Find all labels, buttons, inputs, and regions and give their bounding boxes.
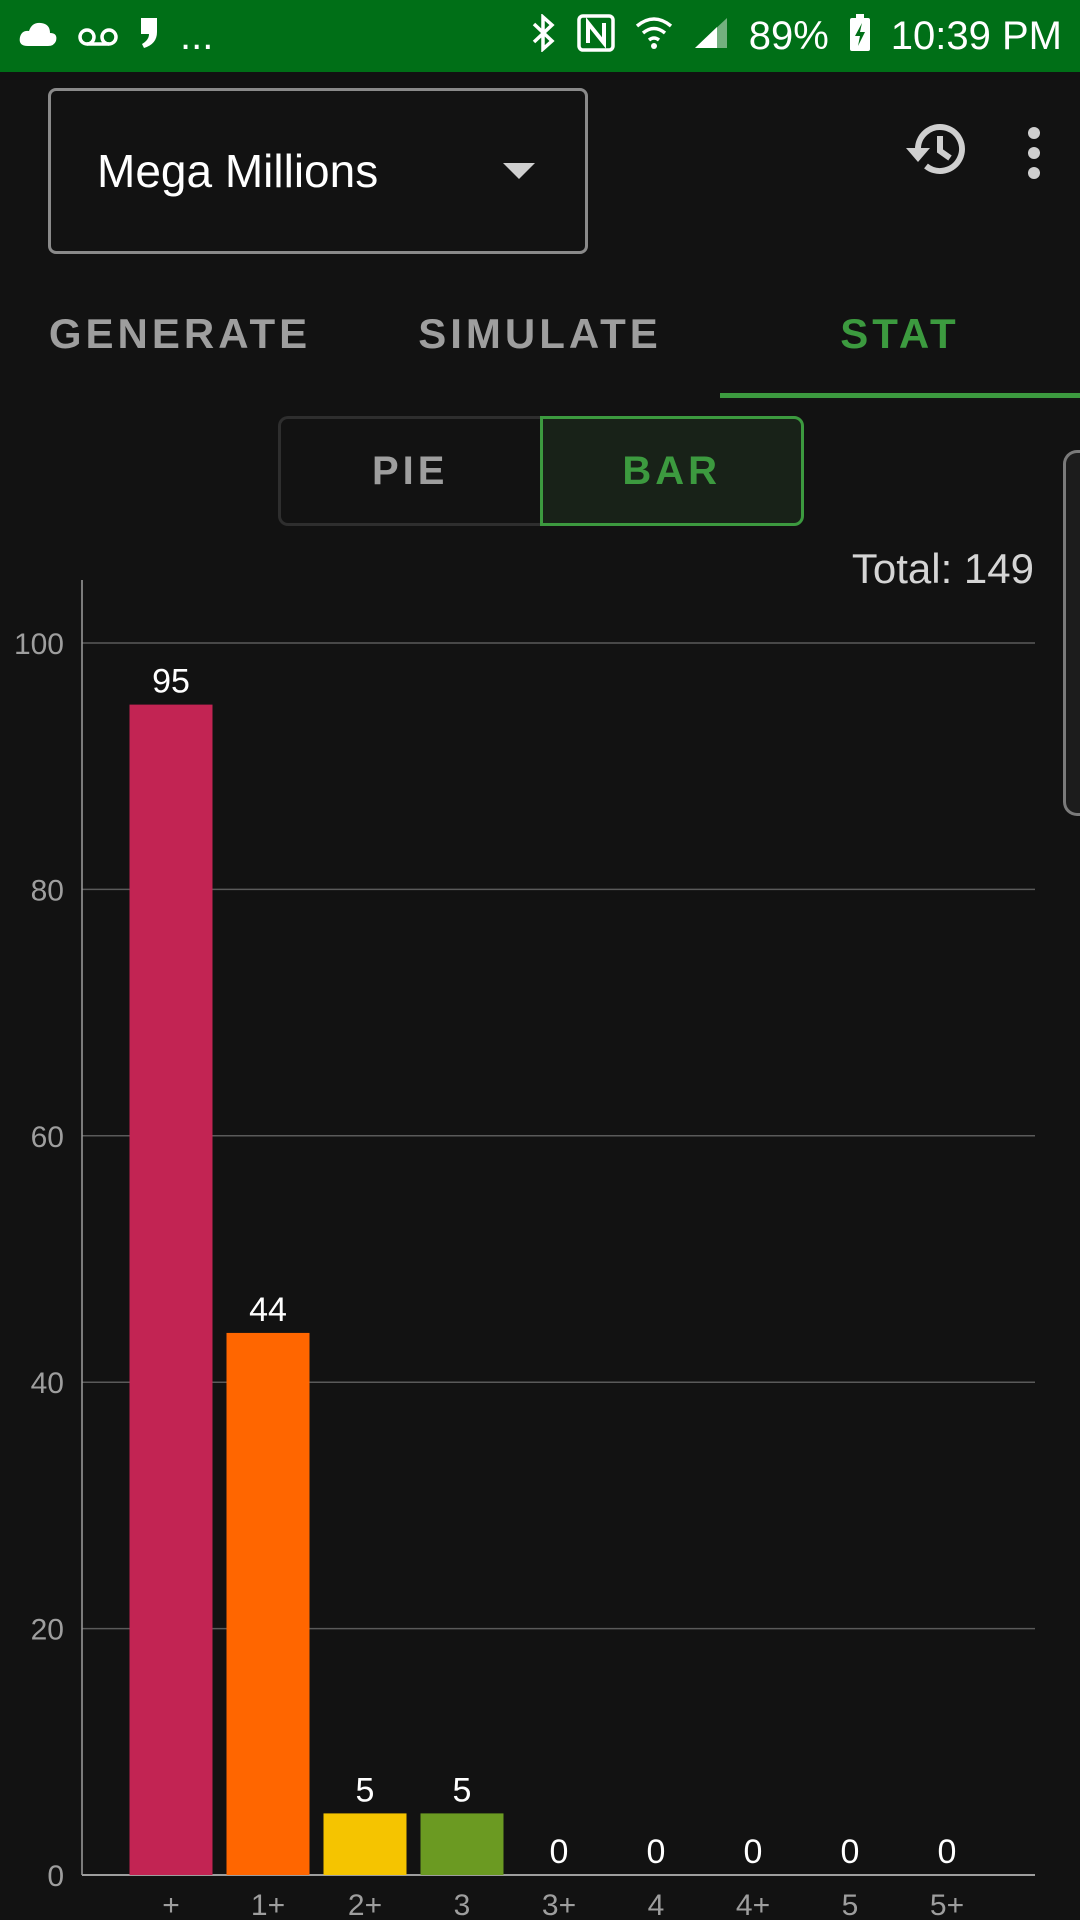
x-tick-label: 5	[842, 1889, 859, 1920]
x-tick-label: 1+	[251, 1889, 285, 1920]
y-tick-label: 40	[31, 1367, 64, 1400]
scroll-handle[interactable]	[1063, 450, 1080, 816]
x-tick-label: +	[162, 1889, 180, 1920]
toolbar-actions	[902, 120, 1040, 185]
y-tick-label: 60	[31, 1121, 64, 1154]
more-options-icon[interactable]	[1028, 126, 1040, 179]
history-icon[interactable]	[902, 120, 968, 185]
bar	[226, 1332, 310, 1875]
bar	[420, 1813, 504, 1875]
game-selector-dropdown[interactable]: Mega Millions	[48, 88, 588, 254]
tab-stat[interactable]: STAT	[720, 270, 1080, 398]
data-label: 5	[356, 1771, 375, 1809]
nfc-icon	[576, 14, 615, 58]
quote-icon	[138, 16, 160, 56]
clock: 10:39 PM	[890, 13, 1062, 58]
status-bar: ... 89% 10:39 PM	[0, 0, 1080, 72]
cloud-icon	[18, 18, 58, 54]
y-tick-label: 20	[31, 1614, 64, 1647]
bar	[129, 704, 213, 1875]
data-label: 5	[453, 1771, 472, 1809]
chart-type-toggle: PIE BAR	[278, 416, 804, 526]
data-label: 0	[841, 1833, 860, 1871]
data-label: 0	[550, 1833, 569, 1871]
main-tabs: GENERATE SIMULATE STAT	[0, 270, 1080, 398]
x-tick-label: 5+	[930, 1889, 964, 1920]
data-label: 0	[744, 1833, 763, 1871]
y-tick-label: 0	[47, 1860, 64, 1893]
total-label: Total: 149	[851, 545, 1034, 592]
x-tick-label: 3	[454, 1889, 471, 1920]
battery-charging-icon	[849, 14, 871, 58]
y-tick-label: 80	[31, 874, 64, 907]
x-tick-label: 4	[648, 1889, 665, 1920]
signal-icon	[693, 16, 729, 56]
more-notifications-icon: ...	[180, 13, 214, 58]
pie-toggle-button[interactable]: PIE	[278, 416, 540, 526]
x-tick-label: 3+	[542, 1889, 576, 1920]
data-label: 95	[152, 663, 190, 701]
data-label: 0	[647, 1833, 666, 1871]
voicemail-icon	[78, 18, 118, 54]
x-tick-label: 4+	[736, 1889, 770, 1920]
data-label: 44	[249, 1291, 287, 1329]
tab-generate[interactable]: GENERATE	[48, 310, 312, 357]
status-left: ...	[18, 14, 213, 59]
y-tick-label: 100	[14, 628, 64, 661]
tab-simulate[interactable]: SIMULATE	[418, 310, 662, 357]
chevron-down-icon	[503, 163, 535, 179]
wifi-icon	[635, 16, 673, 56]
game-selector-value: Mega Millions	[97, 145, 379, 197]
data-label: 0	[938, 1833, 957, 1871]
bluetooth-icon	[531, 13, 557, 58]
status-right: 89% 10:39 PM	[531, 13, 1062, 59]
battery-percent: 89%	[748, 13, 829, 58]
bar	[323, 1813, 407, 1875]
x-tick-label: 2+	[348, 1889, 382, 1920]
bar-toggle-button[interactable]: BAR	[539, 416, 804, 526]
